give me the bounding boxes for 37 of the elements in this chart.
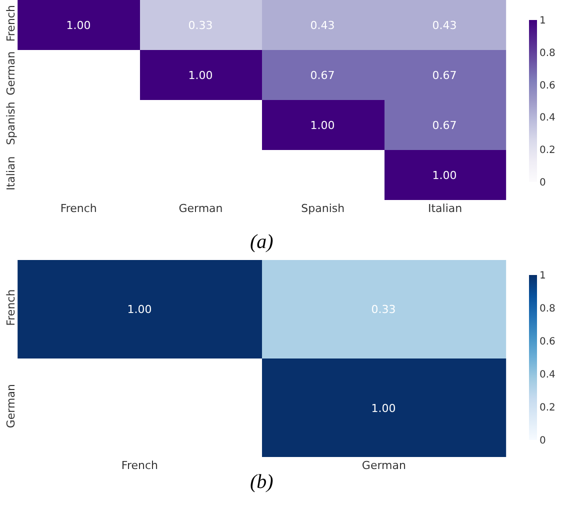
- data-label: 1.00: [432, 168, 457, 182]
- text: (a): [250, 231, 274, 253]
- y-tick-label: French: [4, 5, 18, 42]
- color-bar-label: 0.4: [540, 112, 556, 124]
- y-tick-label: German: [4, 384, 18, 428]
- data-label: 1.00: [66, 18, 91, 32]
- y-tick-label: French: [4, 289, 18, 326]
- data-label: 0.33: [371, 302, 396, 316]
- color-bar-label: 0.6: [540, 80, 556, 92]
- color-bar-label: 1: [540, 16, 546, 26]
- color-bar-label: 0.8: [540, 304, 556, 314]
- data-label: 0.43: [432, 18, 457, 32]
- y-tick-label: Spanish: [4, 102, 18, 146]
- color-bar-label: 0: [540, 436, 546, 446]
- color-bar-label: 0.4: [540, 370, 556, 380]
- data-label: 1.00: [188, 68, 213, 82]
- x-tick-label: German: [178, 202, 223, 215]
- color-bar-label: 0.6: [540, 336, 556, 348]
- data-label: 1.00: [371, 402, 396, 415]
- color-bar-label: 1: [540, 270, 546, 282]
- data-label: 0.43: [310, 18, 335, 32]
- data-label: 0.67: [432, 68, 457, 82]
- color-bar-label: 0.2: [540, 402, 556, 414]
- color-bar-label: 0.8: [540, 48, 556, 59]
- y-tick-label: German: [4, 51, 18, 96]
- y-tick-label: Italian: [4, 156, 18, 190]
- color-bar-label: 0: [540, 178, 546, 188]
- x-tick-label: Italian: [428, 202, 462, 215]
- data-label: 1.00: [127, 302, 152, 316]
- data-label: 0.67: [310, 68, 335, 82]
- data-label: 0.67: [432, 118, 457, 132]
- x-tick-label: French: [60, 202, 97, 215]
- text: (b): [250, 471, 274, 493]
- color-bar-label: 0.2: [540, 145, 556, 156]
- data-label: 1.00: [310, 118, 335, 132]
- data-label: 0.33: [188, 18, 213, 32]
- x-tick-label: Spanish: [301, 202, 345, 215]
